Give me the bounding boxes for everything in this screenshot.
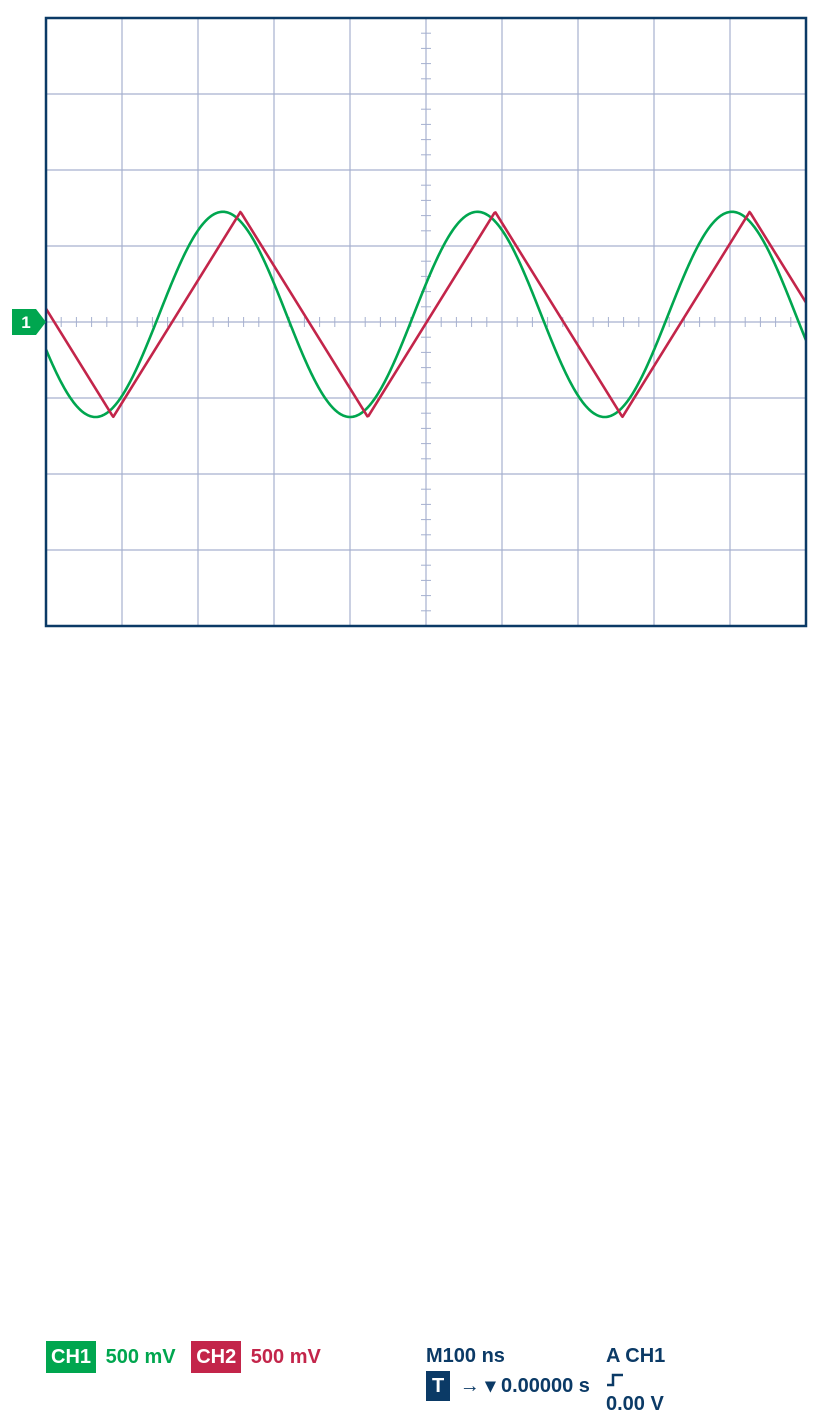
t-value-label: 0.00000 s bbox=[501, 1375, 590, 1397]
ch1-scale-label: 500 mV bbox=[106, 1346, 176, 1368]
ch1-badge: CH1 bbox=[46, 1341, 96, 1373]
t-arrow-icon: → ▾ bbox=[460, 1375, 496, 1397]
t-badge: T bbox=[426, 1371, 450, 1401]
timebase-label: M100 ns bbox=[426, 1341, 505, 1371]
svg-text:1: 1 bbox=[21, 313, 30, 332]
trigger-label: A CH1 0.00 V bbox=[606, 1341, 665, 1410]
ch2-scale-label: 500 mV bbox=[251, 1346, 321, 1368]
ch2-badge: CH2 bbox=[191, 1341, 241, 1373]
scope-plot: 1 bbox=[0, 0, 832, 705]
oscilloscope-figure: 1 CH1 500 mV CH2 500 mV M100 ns A CH1 0.… bbox=[0, 0, 832, 705]
